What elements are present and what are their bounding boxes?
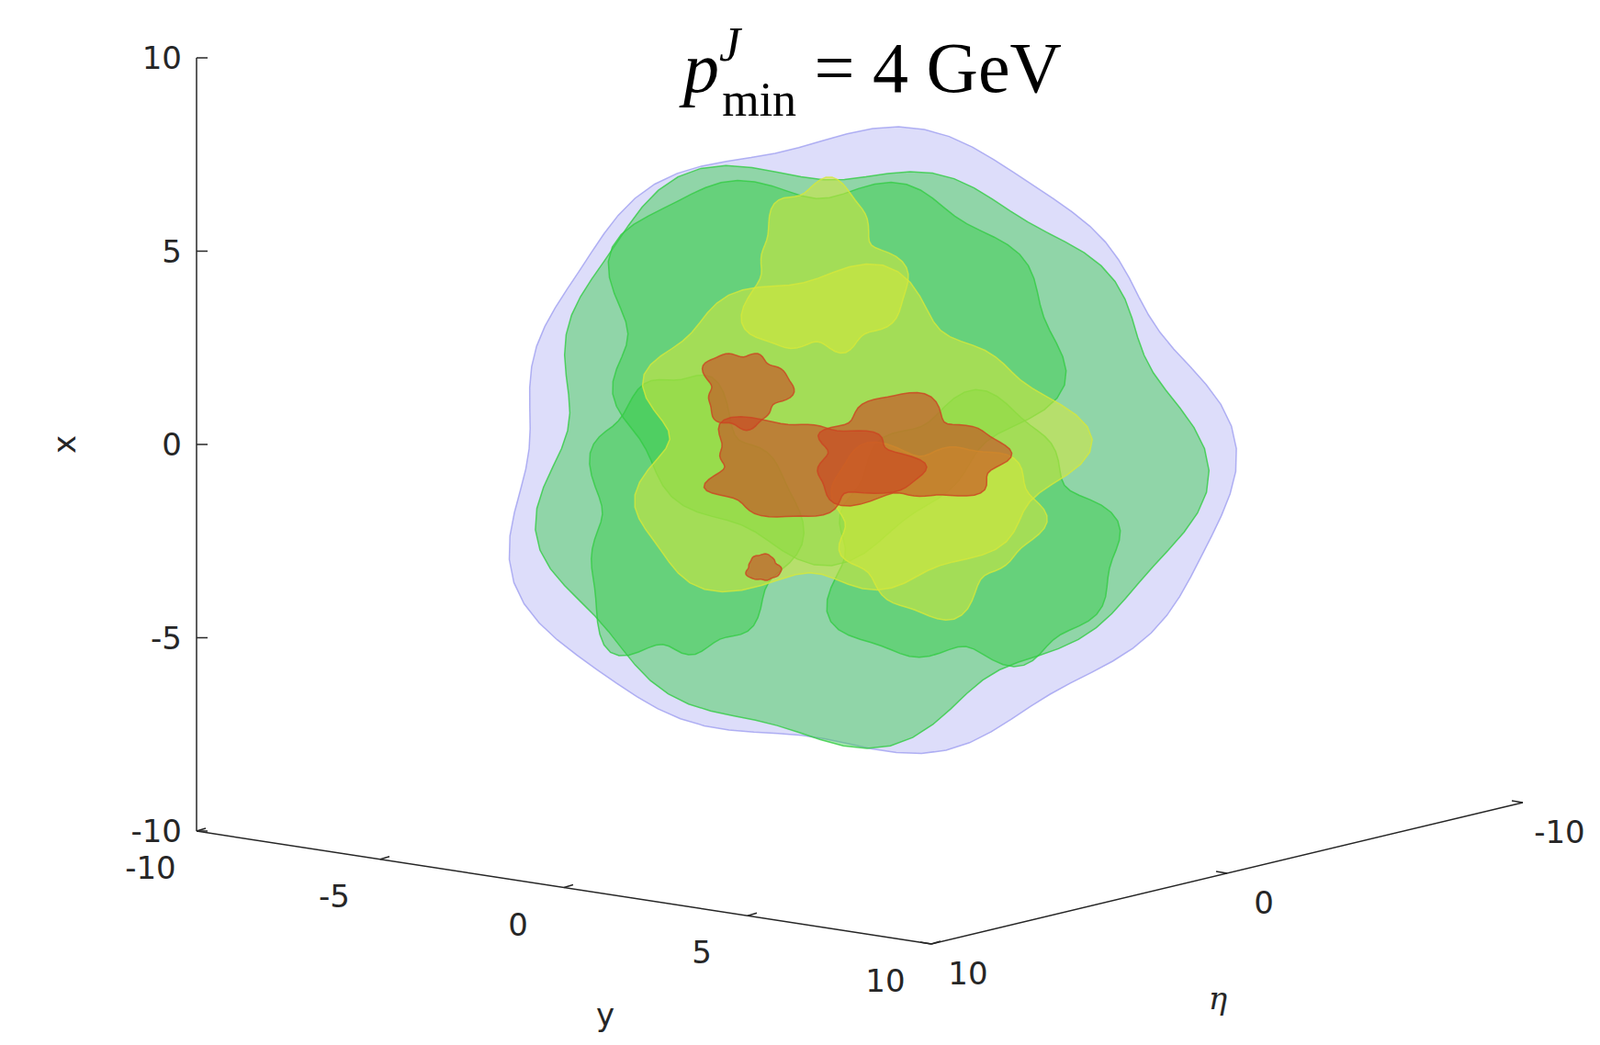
isosurface-level-1 bbox=[535, 165, 1209, 749]
title: pJmin = 4 GeV bbox=[678, 18, 1062, 126]
z-axis-title: η bbox=[1208, 980, 1229, 1017]
z-tick-label: 0 bbox=[1253, 884, 1274, 922]
z-tick-label: 10 bbox=[947, 955, 988, 992]
y-tick-label: 5 bbox=[691, 934, 712, 971]
isosurface-level-0 bbox=[509, 126, 1238, 755]
x-axis-title: x bbox=[45, 435, 83, 454]
y-tick-label: -5 bbox=[318, 878, 350, 915]
y-axis-title: y bbox=[596, 996, 615, 1034]
x-tick bbox=[196, 443, 208, 446]
x-tick bbox=[196, 56, 208, 59]
title-part: = 4 GeV bbox=[796, 27, 1062, 108]
title-part: p bbox=[678, 27, 720, 108]
x-tick-label: 0 bbox=[161, 426, 182, 463]
y-tick bbox=[563, 885, 574, 889]
isosurface-level-2 bbox=[741, 177, 909, 354]
isosurface-level-3 bbox=[817, 392, 1013, 507]
y-tick bbox=[931, 941, 941, 945]
chart: -10 -5 0 5 10 -10 -5 0 5 10 -10 0 10 x y η pJmin = 4 GeV bbox=[0, 0, 1600, 1045]
z-tick bbox=[920, 942, 932, 945]
z-tick bbox=[1216, 871, 1228, 874]
y-tick-label: -10 bbox=[124, 849, 177, 887]
title-part: J bbox=[719, 18, 744, 71]
isosurface-level-3 bbox=[702, 353, 795, 431]
x-tick-label: -10 bbox=[130, 812, 182, 850]
z-axis-line bbox=[931, 802, 1523, 945]
y-tick bbox=[747, 912, 757, 916]
x-tick-label: -5 bbox=[150, 619, 182, 657]
x-tick-label: 5 bbox=[161, 233, 182, 271]
x-tick bbox=[196, 637, 208, 640]
z-tick-label: -10 bbox=[1533, 813, 1586, 851]
x-tick bbox=[196, 250, 208, 253]
isosurface-level-3 bbox=[745, 553, 782, 581]
y-tick bbox=[196, 828, 206, 832]
y-tick-label: 0 bbox=[507, 906, 529, 944]
z-tick bbox=[1511, 800, 1523, 803]
y-tick-label: 10 bbox=[865, 962, 905, 1000]
title-part: min bbox=[721, 73, 797, 126]
y-tick bbox=[380, 856, 390, 860]
isosurfaces bbox=[509, 126, 1238, 755]
y-axis-line bbox=[196, 831, 932, 945]
x-tick-label: 10 bbox=[142, 39, 182, 77]
